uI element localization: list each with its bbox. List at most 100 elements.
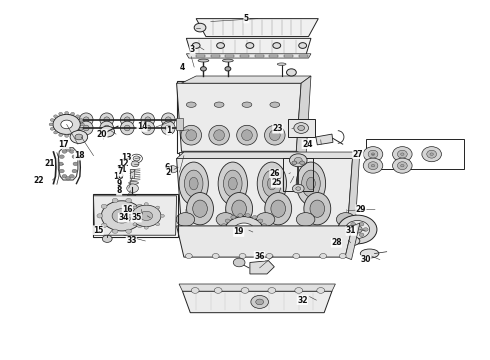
Ellipse shape xyxy=(49,123,53,126)
Ellipse shape xyxy=(241,288,249,293)
Ellipse shape xyxy=(62,175,67,178)
Text: 33: 33 xyxy=(126,237,137,246)
Ellipse shape xyxy=(320,253,327,258)
Ellipse shape xyxy=(221,234,226,238)
Ellipse shape xyxy=(179,162,208,205)
Bar xyxy=(270,55,278,57)
Ellipse shape xyxy=(352,226,362,233)
Ellipse shape xyxy=(228,177,237,190)
Ellipse shape xyxy=(79,121,93,135)
Ellipse shape xyxy=(75,134,83,140)
Ellipse shape xyxy=(50,127,54,130)
Ellipse shape xyxy=(264,153,284,158)
Text: 36: 36 xyxy=(254,252,265,261)
Ellipse shape xyxy=(180,153,200,158)
Ellipse shape xyxy=(156,223,160,226)
Ellipse shape xyxy=(294,123,309,134)
Text: 32: 32 xyxy=(297,296,308,305)
Ellipse shape xyxy=(200,67,206,71)
Ellipse shape xyxy=(270,130,280,140)
Ellipse shape xyxy=(245,245,250,248)
Ellipse shape xyxy=(430,153,433,156)
Ellipse shape xyxy=(100,113,114,127)
Ellipse shape xyxy=(242,102,252,107)
Ellipse shape xyxy=(339,253,346,258)
Ellipse shape xyxy=(59,155,64,158)
Ellipse shape xyxy=(165,125,171,131)
Ellipse shape xyxy=(70,175,74,178)
Ellipse shape xyxy=(296,162,326,205)
Ellipse shape xyxy=(214,102,224,107)
Bar xyxy=(176,81,304,153)
Ellipse shape xyxy=(112,209,132,223)
Ellipse shape xyxy=(360,249,379,258)
Ellipse shape xyxy=(233,223,255,239)
Ellipse shape xyxy=(50,118,54,121)
Ellipse shape xyxy=(231,243,236,246)
Ellipse shape xyxy=(233,258,245,267)
Ellipse shape xyxy=(397,150,407,158)
Text: 8: 8 xyxy=(117,186,122,195)
Ellipse shape xyxy=(218,162,247,205)
Ellipse shape xyxy=(225,239,230,243)
Text: 7: 7 xyxy=(118,167,123,176)
Ellipse shape xyxy=(304,193,331,225)
Ellipse shape xyxy=(79,118,83,121)
Text: 22: 22 xyxy=(33,176,44,185)
Ellipse shape xyxy=(257,162,287,205)
Ellipse shape xyxy=(290,154,307,167)
Polygon shape xyxy=(176,158,352,226)
Ellipse shape xyxy=(161,121,175,135)
Ellipse shape xyxy=(65,134,69,137)
Ellipse shape xyxy=(102,235,112,242)
Ellipse shape xyxy=(80,123,84,126)
Text: 1: 1 xyxy=(167,126,172,135)
Ellipse shape xyxy=(66,148,71,151)
Ellipse shape xyxy=(70,150,74,153)
Ellipse shape xyxy=(128,215,132,217)
Text: 31: 31 xyxy=(346,226,356,235)
Ellipse shape xyxy=(277,63,286,66)
Polygon shape xyxy=(176,152,360,158)
Ellipse shape xyxy=(246,42,254,48)
Ellipse shape xyxy=(214,130,224,140)
Ellipse shape xyxy=(292,161,297,165)
Text: 14: 14 xyxy=(137,122,147,131)
Text: 30: 30 xyxy=(361,255,371,264)
Ellipse shape xyxy=(104,117,110,123)
Ellipse shape xyxy=(273,42,281,48)
Bar xyxy=(196,55,205,57)
Ellipse shape xyxy=(344,238,355,244)
Ellipse shape xyxy=(187,193,214,225)
Ellipse shape xyxy=(209,125,229,145)
Ellipse shape xyxy=(251,296,269,309)
Ellipse shape xyxy=(371,165,375,167)
Ellipse shape xyxy=(296,187,301,190)
Ellipse shape xyxy=(59,134,63,136)
Ellipse shape xyxy=(363,158,383,173)
Ellipse shape xyxy=(238,213,243,217)
Ellipse shape xyxy=(192,42,200,48)
Ellipse shape xyxy=(296,213,315,226)
Polygon shape xyxy=(179,284,335,291)
Ellipse shape xyxy=(225,67,231,71)
Ellipse shape xyxy=(340,236,360,246)
Polygon shape xyxy=(196,19,318,37)
Ellipse shape xyxy=(239,227,249,234)
Ellipse shape xyxy=(351,233,356,237)
Ellipse shape xyxy=(427,150,437,158)
Ellipse shape xyxy=(126,198,132,203)
Polygon shape xyxy=(176,83,301,151)
Ellipse shape xyxy=(368,162,378,170)
Ellipse shape xyxy=(226,193,252,225)
Ellipse shape xyxy=(165,117,171,123)
Ellipse shape xyxy=(104,125,110,131)
Ellipse shape xyxy=(131,161,139,167)
Ellipse shape xyxy=(294,157,302,163)
Ellipse shape xyxy=(126,229,132,233)
Ellipse shape xyxy=(359,233,364,237)
Ellipse shape xyxy=(132,205,161,226)
Ellipse shape xyxy=(59,169,64,173)
Ellipse shape xyxy=(121,121,134,135)
Polygon shape xyxy=(176,226,352,257)
